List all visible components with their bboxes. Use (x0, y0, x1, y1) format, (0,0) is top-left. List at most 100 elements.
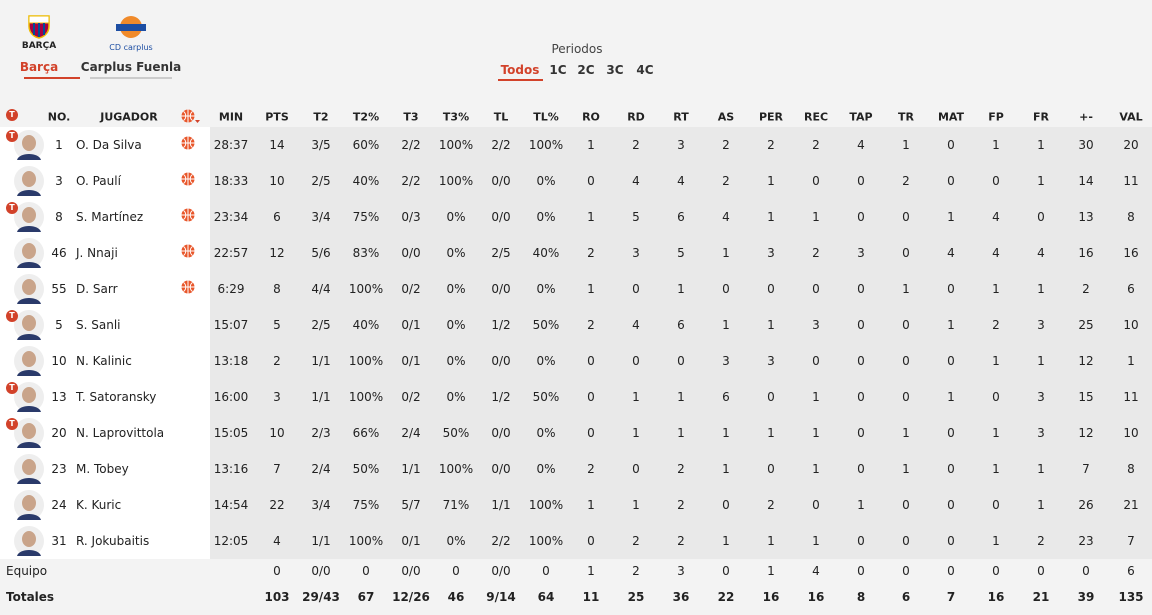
stat-cell: 4 (632, 174, 640, 188)
stat-cell: 2 (677, 498, 685, 512)
period-tab[interactable]: 2C (577, 63, 595, 77)
period-tab[interactable]: 3C (606, 63, 624, 77)
stat-cell: 1 (767, 210, 775, 224)
player-name[interactable]: O. Paulí (76, 174, 121, 188)
stat-cell: 1 (902, 282, 910, 296)
stat-cell: 1 (812, 462, 820, 476)
on-court-icon (181, 172, 195, 186)
stat-cell: 0 (812, 498, 820, 512)
stat-cell: 0 (857, 354, 865, 368)
stat-cell: 100% (438, 138, 474, 152)
player-name[interactable]: D. Sarr (76, 282, 118, 296)
stat-cell: 1 (1037, 354, 1045, 368)
stat-cell: 6 (677, 318, 685, 332)
stat-cell: 5 (273, 318, 281, 332)
stat-cell: 5/7 (401, 498, 421, 512)
stat-cell: 50% (442, 426, 470, 440)
starter-badge: T (6, 130, 18, 142)
footer-cell: 46 (447, 590, 465, 604)
player-name[interactable]: S. Martínez (76, 210, 144, 224)
stat-cell: 1/1 (311, 534, 331, 548)
stat-cell: 0% (536, 174, 556, 188)
footer-cell: 7 (946, 590, 956, 604)
stat-cell: 6 (1127, 282, 1135, 296)
stat-cell: 1 (902, 462, 910, 476)
player-name[interactable]: R. Jokubaitis (76, 534, 150, 548)
stat-cell: 75% (352, 210, 380, 224)
player-number: 13 (51, 390, 67, 404)
stat-cell: 1 (812, 210, 820, 224)
player-name[interactable]: N. Kalinic (76, 354, 132, 368)
footer-cell: 0 (1082, 564, 1090, 578)
stat-cell: 0 (902, 246, 910, 260)
stat-cell: 2 (812, 138, 820, 152)
starter-badge: T (6, 418, 18, 430)
stat-cell: 100% (348, 534, 384, 548)
tab-underline (90, 77, 172, 79)
team-tab[interactable]: Carplus Fuenla (80, 60, 182, 74)
stat-cell: 11 (1123, 390, 1139, 404)
player-avatar (14, 166, 44, 196)
period-tab[interactable]: 1C (549, 63, 567, 77)
player-name[interactable]: M. Tobey (76, 462, 129, 476)
on-court-icon (181, 136, 195, 150)
stat-cell: 1 (587, 210, 595, 224)
player-number: 1 (55, 138, 63, 152)
column-header: PTS (265, 110, 289, 124)
stat-cell: 11 (1123, 174, 1139, 188)
footer-cell: 21 (1032, 590, 1050, 604)
player-name[interactable]: O. Da Silva (76, 138, 142, 152)
stat-cell: 4 (992, 246, 1000, 260)
player-name[interactable]: N. Laprovittola (76, 426, 165, 440)
stat-cell: 2/4 (311, 462, 331, 476)
stats-panel (210, 127, 1152, 559)
stat-cell: 2 (767, 498, 775, 512)
player-name[interactable]: T. Satoransky (76, 390, 157, 404)
team-logo (116, 16, 146, 38)
stat-cell: 1 (1037, 138, 1045, 152)
stat-cell: 21 (1123, 498, 1139, 512)
stat-cell: 3 (767, 246, 775, 260)
stat-cell: 2 (767, 138, 775, 152)
stat-cell: 3 (857, 246, 865, 260)
stat-cell: 0 (632, 354, 640, 368)
period-tab[interactable]: Todos (500, 63, 540, 77)
stat-cell: 10 (1123, 426, 1139, 440)
stat-cell: 100% (528, 498, 564, 512)
stat-cell: 0 (587, 426, 595, 440)
stat-cell: 0/0 (491, 210, 511, 224)
stat-cell: 16 (1123, 246, 1139, 260)
stat-cell: 1/1 (311, 390, 331, 404)
footer-cell: 0 (452, 564, 460, 578)
stat-cell: 0/3 (401, 210, 421, 224)
footer-cell: 36 (672, 590, 690, 604)
stat-cell: 20 (1123, 138, 1139, 152)
header-icon (181, 109, 200, 123)
stat-cell: 2 (273, 354, 281, 368)
stat-cell: 2 (677, 534, 685, 548)
stat-cell: 2 (587, 246, 595, 260)
stat-cell: 6:29 (217, 282, 245, 296)
stat-cell: 0 (722, 498, 730, 512)
stat-cell: 4 (632, 318, 640, 332)
stat-cell: 0/2 (401, 282, 421, 296)
stat-cell: 0 (812, 354, 820, 368)
stat-cell: 3 (812, 318, 820, 332)
stat-cell: 0 (767, 462, 775, 476)
stat-cell: 0 (587, 390, 595, 404)
stat-cell: 8 (1127, 210, 1135, 224)
player-name[interactable]: J. Nnaji (76, 246, 118, 260)
team-tab[interactable]: Barça (19, 60, 59, 74)
stat-cell: 0% (446, 318, 466, 332)
stat-cell: 1 (632, 426, 640, 440)
on-court-icon (181, 244, 195, 258)
player-name[interactable]: K. Kuric (76, 498, 122, 512)
stat-cell: 1/2 (491, 318, 511, 332)
player-name[interactable]: S. Sanli (76, 318, 121, 332)
stat-cell: 0 (767, 390, 775, 404)
column-header: FP (988, 110, 1004, 124)
stat-cell: 0 (902, 498, 910, 512)
stat-cell: 0 (947, 138, 955, 152)
stat-cell: 13:18 (213, 354, 249, 368)
period-tab[interactable]: 4C (636, 63, 654, 77)
